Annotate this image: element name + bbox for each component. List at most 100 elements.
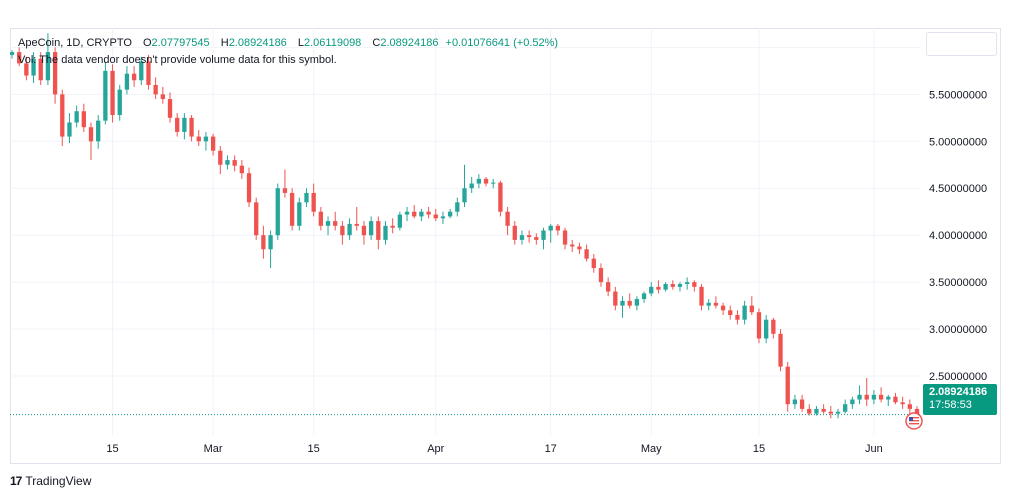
close-value: 2.08924186 [380,37,439,49]
candle-body [282,188,288,193]
x-tick-label: Apr [427,443,444,455]
candle-body [900,402,905,405]
candle-body [81,111,86,128]
candle-body [613,291,618,306]
candle-body [598,268,604,283]
candle-body [641,293,647,300]
candle-body [670,284,675,287]
candle-body [340,225,345,236]
candle-body [52,52,58,95]
candle-body [685,282,690,285]
candle-body [404,211,410,215]
y-tick-label: 2.50000000 [929,371,987,383]
candle-body [677,284,683,287]
candle-body [189,117,194,137]
y-tick-label: 3.50000000 [929,277,987,289]
candle-body [893,396,898,403]
axis-settings-box[interactable] [926,32,997,56]
candle-body [268,235,273,250]
candle-body [476,178,482,184]
candle-body [175,117,180,132]
candle-body [203,136,209,142]
x-tick-label: 15 [753,443,765,455]
candle-body [792,399,798,405]
candle-body [620,300,625,306]
candle-body [368,221,374,236]
candle-body [634,299,640,306]
candle-body [692,282,697,287]
symbol-label[interactable]: ApeCoin, 1D, CRYPTO [18,37,132,49]
candle-body [505,211,510,226]
candle-body [117,89,122,115]
candle-body [383,225,388,240]
candle-body [562,230,568,245]
last-price-value: 2.08924186 [929,386,988,398]
candle-body [720,305,726,311]
high-label: H [220,37,229,49]
candle-body [297,202,302,226]
candle-body [526,235,532,238]
last-price-tag: 2.08924186 17:58:53 [923,384,997,415]
open-value: 2.07797545 [151,37,210,49]
candle-body [555,225,561,231]
legend-header: ApeCoin, 1D, CRYPTO O2.07797545 H2.08924… [18,37,558,49]
candle-body [354,223,359,226]
candle-body [828,411,833,414]
x-tick-label: 15 [308,443,320,455]
candle-body [254,202,259,236]
candle-body [663,284,668,290]
candle-body [455,202,460,212]
candle-body [799,399,805,409]
candle-body [749,305,754,313]
candle-body [239,165,244,174]
volume-note: Vol: The data vendor doesn't provide vol… [18,54,337,66]
tradingview-logo[interactable]: 17 TradingView [10,474,91,488]
candle-body [699,286,704,306]
candle-body [756,312,762,339]
candle-body [196,136,201,142]
candle-body [713,302,719,306]
candle-body [878,394,884,400]
low-value: 2.06119098 [304,37,362,49]
candlestick-chart[interactable] [10,28,921,435]
high-value: 2.08924186 [228,37,287,49]
candle-body [167,99,173,118]
low-label: L [297,37,304,49]
candle-body [591,258,596,269]
chart-frame [10,28,1001,464]
candle-body [139,61,144,81]
candle-body [656,286,661,290]
tradingview-logo-text: TradingView [25,474,92,488]
candle-body [153,84,158,95]
close-label: C [372,37,381,49]
x-tick-label: 15 [106,443,118,455]
candle-body [778,333,783,367]
candle-body [160,94,165,100]
candle-body [38,58,43,81]
x-axis[interactable]: 15Mar15Apr17May15Jun15Jul [10,435,921,463]
candle-body [304,192,309,203]
y-axis[interactable]: 6.000000005.500000005.000000004.50000000… [921,28,1001,435]
candle-body [146,61,151,85]
candle-body [17,52,22,64]
candle-body [225,160,230,165]
candle-body [728,310,733,316]
candle-body [821,408,826,412]
candle-body [376,221,381,240]
candle-body [311,192,316,212]
x-tick-label: Mar [204,443,223,455]
grid-lines [10,28,921,435]
candle-body [835,411,841,414]
bar-countdown: 17:58:53 [929,399,972,411]
candle-body [397,214,403,228]
candle-body [325,221,331,226]
candle-body [96,120,101,142]
us-flag-icon[interactable] [905,412,923,430]
candles-group [10,33,920,419]
candle-body [390,225,395,228]
candle-body [807,408,812,414]
candle-body [440,216,446,219]
candle-body [347,223,352,236]
candle-body [88,127,94,142]
candle-body [771,319,776,334]
